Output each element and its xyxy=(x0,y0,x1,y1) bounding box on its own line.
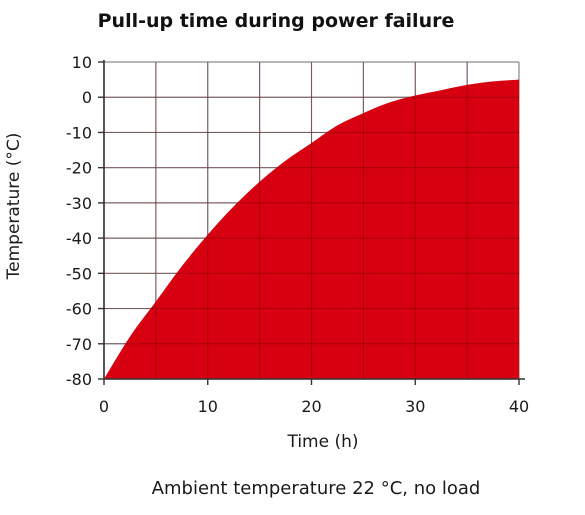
y-tick-label: -30 xyxy=(66,194,92,213)
y-tick-label: 10 xyxy=(72,53,92,72)
x-axis-label: Time (h) xyxy=(286,432,358,452)
y-axis-label: Temperature (°C) xyxy=(4,133,24,281)
y-tick-label: -50 xyxy=(66,264,92,283)
temperature-area xyxy=(104,79,519,379)
y-tick-label: -40 xyxy=(66,229,92,248)
x-tick-label: 40 xyxy=(509,397,529,416)
chart-caption: Ambient temperature 22 °C, no load xyxy=(152,478,481,499)
y-tick-label: -10 xyxy=(66,123,92,142)
y-tick-label: -60 xyxy=(66,300,92,319)
grid-overlay xyxy=(104,62,519,379)
y-tick-label: 0 xyxy=(82,88,92,107)
chart-title: Pull-up time during power failure xyxy=(98,10,455,32)
x-tick-label: 20 xyxy=(301,397,321,416)
y-tick-label: -70 xyxy=(66,335,92,354)
axes xyxy=(98,60,525,385)
y-tick-label: -20 xyxy=(66,159,92,178)
x-tick-label: 10 xyxy=(198,397,218,416)
plot-area xyxy=(104,79,519,379)
x-tick-label: 30 xyxy=(405,397,425,416)
tick-labels: 10 0 -10 -20 -30 -40 -50 -60 -70 -80 0 10 20 30 40 xyxy=(66,53,529,416)
x-tick-label: 0 xyxy=(99,397,109,416)
y-tick-label: -80 xyxy=(66,370,92,389)
